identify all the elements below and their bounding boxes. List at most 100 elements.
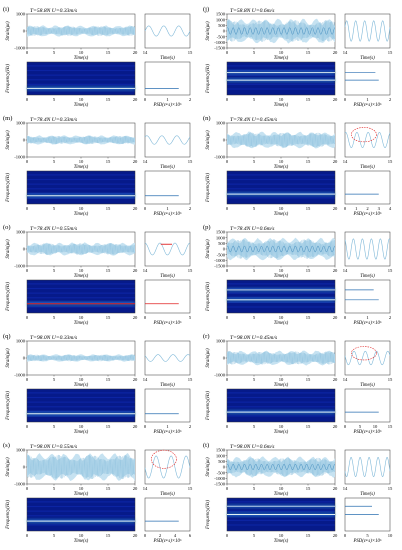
zoom-x-tick-label: 15 bbox=[388, 377, 393, 382]
spectrogram-x-tick-label: 0 bbox=[226, 424, 229, 429]
spectrogram-frame bbox=[226, 170, 336, 205]
spectral-ridge bbox=[27, 413, 135, 415]
spectral-ridge bbox=[227, 505, 335, 507]
x-tick-label: 10 bbox=[79, 50, 84, 55]
psd-tick-label: 5 bbox=[359, 424, 362, 429]
spectrogram-x-tick-label: 5 bbox=[53, 533, 56, 538]
x-tick-label: 10 bbox=[79, 377, 84, 382]
psd-tick-label: 5 bbox=[366, 533, 369, 538]
x-tick-label: 15 bbox=[106, 50, 111, 55]
spectrogram-frame bbox=[226, 388, 336, 423]
psd-axis-label: PSD(ε²·s)×10⁵ bbox=[152, 538, 181, 544]
zoom-x-tick-label: 14 bbox=[343, 50, 348, 55]
spectral-ridge bbox=[227, 289, 335, 291]
spectrogram-texture-band bbox=[227, 396, 335, 399]
x-tick-label: 20 bbox=[333, 377, 338, 382]
x-tick-label: 5 bbox=[53, 486, 56, 491]
spectrogram-x-axis-label: Time(s) bbox=[74, 321, 89, 326]
spectrogram-texture-band bbox=[227, 392, 335, 394]
y-axis-label: Strain(με) bbox=[206, 348, 211, 368]
psd-tick-label: 0 bbox=[344, 206, 347, 211]
x-tick-label: 20 bbox=[133, 268, 138, 273]
x-axis-label: Time(s) bbox=[274, 383, 289, 388]
spectrogram-y-axis-label: Frequency(Hz) bbox=[206, 500, 211, 530]
psd-plot-frame bbox=[144, 388, 191, 423]
spectrogram-x-tick-label: 15 bbox=[306, 533, 311, 538]
panel-label: (s) bbox=[3, 442, 10, 449]
zoom-x-tick-label: 14 bbox=[143, 159, 148, 164]
psd-axis-label: PSD(ε²·s)×10⁶ bbox=[352, 320, 381, 326]
psd-tick-label: 0 bbox=[144, 206, 147, 211]
psd-plot-frame bbox=[144, 61, 191, 96]
psd-plot-frame bbox=[344, 170, 391, 205]
x-tick-label: 5 bbox=[253, 268, 256, 273]
y-tick-label: 0 bbox=[223, 356, 226, 361]
zoom-x-tick-label: 15 bbox=[188, 159, 193, 164]
spectrogram-x-tick-label: 20 bbox=[333, 97, 338, 102]
psd-tick-label: 1 bbox=[166, 206, 169, 211]
spectrogram-texture-band bbox=[227, 69, 335, 72]
spectrogram-x-axis-label: Time(s) bbox=[274, 103, 289, 108]
spectrogram-texture-band bbox=[227, 197, 335, 199]
x-tick-label: 0 bbox=[226, 268, 229, 273]
y-tick-label: -1000 bbox=[214, 476, 225, 481]
x-tick-label: 15 bbox=[106, 159, 111, 164]
x-tick-label: 10 bbox=[79, 486, 84, 491]
psd-tick-label: 4 bbox=[174, 533, 177, 538]
zoom-signal-line bbox=[144, 242, 191, 256]
spectrogram-texture-band bbox=[27, 505, 135, 508]
strain-mean-line bbox=[226, 27, 336, 35]
panel-title: T=78.4N U=0.55m/s bbox=[30, 226, 77, 232]
spectrogram-texture-band bbox=[27, 501, 135, 503]
x-tick-label: 5 bbox=[253, 50, 256, 55]
panel-title: T=98.0N U=0.55m/s bbox=[30, 444, 77, 450]
psd-tick-label: 10 bbox=[388, 533, 393, 538]
x-tick-label: 20 bbox=[333, 486, 338, 491]
y-tick-label: -1000 bbox=[14, 373, 25, 378]
spectrogram-x-tick-label: 5 bbox=[253, 315, 256, 320]
x-tick-label: 10 bbox=[279, 486, 284, 491]
x-axis-label: Time(s) bbox=[274, 56, 289, 61]
spectrogram-frame bbox=[26, 497, 136, 532]
x-tick-label: 15 bbox=[306, 159, 311, 164]
x-tick-label: 5 bbox=[253, 486, 256, 491]
spectrogram-texture-band bbox=[227, 178, 335, 181]
spectrogram-x-axis-label: Time(s) bbox=[74, 430, 89, 435]
x-tick-label: 10 bbox=[279, 50, 284, 55]
spectrogram-x-tick-label: 15 bbox=[106, 315, 111, 320]
spectrogram-texture-band bbox=[27, 174, 135, 176]
spectrogram-frame bbox=[26, 170, 136, 205]
spectrogram-frame bbox=[226, 279, 336, 314]
y-tick-label: 1000 bbox=[216, 235, 226, 240]
spectral-ridge bbox=[227, 72, 335, 74]
psd-tick-label: 0 bbox=[344, 97, 347, 102]
y-tick-label: -1000 bbox=[214, 258, 225, 263]
zoom-x-tick-label: 15 bbox=[188, 268, 193, 273]
spectrogram-y-axis-label: Frequency(Hz) bbox=[6, 391, 11, 421]
zoom-signal-line bbox=[144, 135, 191, 145]
spectrogram-x-tick-label: 10 bbox=[79, 206, 84, 211]
spectrogram-texture-band bbox=[27, 306, 135, 308]
zoom-signal-line bbox=[344, 20, 391, 42]
spectrogram-texture-band bbox=[27, 510, 135, 512]
x-tick-label: 0 bbox=[26, 159, 29, 164]
y-tick-label: 0 bbox=[23, 356, 26, 361]
panel-label: (j) bbox=[203, 6, 209, 13]
psd-tick-label: 0 bbox=[144, 97, 147, 102]
y-tick-label: 500 bbox=[218, 23, 226, 28]
panel-label: (p) bbox=[203, 224, 211, 231]
spectrogram-x-tick-label: 20 bbox=[333, 424, 338, 429]
panel-t: (t) T=98.0N U=0.6m/s150010005000-500-1000… bbox=[203, 442, 393, 544]
y-axis-label: Strain(με) bbox=[206, 21, 211, 41]
spectrogram-x-tick-label: 5 bbox=[53, 424, 56, 429]
spectrogram-x-tick-label: 5 bbox=[253, 206, 256, 211]
spectrogram-frame bbox=[26, 279, 136, 314]
strain-signal-line bbox=[26, 454, 136, 480]
y-tick-label: -1000 bbox=[14, 155, 25, 160]
panel-title: T=98.0N U=0.33m/s bbox=[30, 335, 77, 341]
spectrogram-x-tick-label: 0 bbox=[226, 97, 229, 102]
y-tick-label: -1000 bbox=[14, 46, 25, 51]
y-tick-label: 1000 bbox=[16, 230, 26, 235]
spectrogram-x-tick-label: 5 bbox=[253, 533, 256, 538]
highlight-ellipse bbox=[350, 127, 377, 143]
